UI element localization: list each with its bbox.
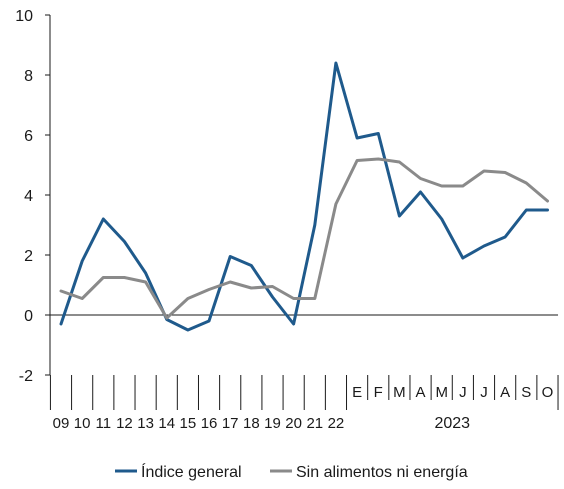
x-tick-label: F [374, 384, 383, 401]
x-axis: 09 10 11 12 13 14 15 16 17 18 19 20 21 22E F M A M J J A S O20… [49, 314, 559, 432]
x-tick-label: A [416, 384, 426, 401]
x-tick-label: 19 [264, 415, 281, 432]
x-tick-label: 20 [285, 415, 302, 432]
x-tick-label: J [459, 384, 467, 401]
x-tick-label: 14 [158, 415, 175, 432]
x-tick-label: 09 [53, 415, 70, 432]
x-tick-label: O [542, 384, 554, 401]
y-tick-label: 2 [24, 248, 33, 265]
legend-label-1: Índice general [141, 462, 242, 481]
x-tick-label: M [435, 384, 448, 401]
x-tick-label: 18 [243, 415, 260, 432]
x-tick-label: 22 [328, 415, 345, 432]
x-tick-label: 11 [96, 415, 112, 432]
x-tick-label: 16 [201, 415, 218, 432]
x-tick-label: 17 [222, 415, 239, 432]
x-tick-label: 15 [180, 415, 197, 432]
x-tick-label: A [500, 384, 510, 401]
y-tick-label: 4 [24, 188, 33, 205]
series-line-1 [59, 61, 549, 332]
legend: Índice general Sin alimentos ni energía [115, 462, 468, 481]
x-tick-label: 21 [306, 415, 323, 432]
x-group-label-year: 2023 [434, 415, 470, 432]
y-tick-label: 8 [24, 68, 33, 85]
y-tick-label: -2 [19, 368, 33, 385]
x-tick-label: 10 [74, 415, 91, 432]
series-lines [59, 61, 549, 332]
legend-label-2: Sin alimentos ni energía [296, 464, 468, 481]
x-tick-label: S [521, 384, 531, 401]
y-tick-label: 0 [24, 308, 33, 325]
y-axis: -2 0 2 4 6 8 10 [15, 8, 51, 385]
x-tick-label: M [393, 384, 406, 401]
y-tick-label: 10 [15, 8, 33, 25]
x-tick-label: J [480, 384, 488, 401]
x-tick-label: 12 [116, 415, 133, 432]
y-tick-label: 6 [24, 128, 33, 145]
x-tick-label: E [352, 384, 362, 401]
x-tick-label: 13 [137, 415, 154, 432]
series-line-2 [59, 157, 549, 320]
